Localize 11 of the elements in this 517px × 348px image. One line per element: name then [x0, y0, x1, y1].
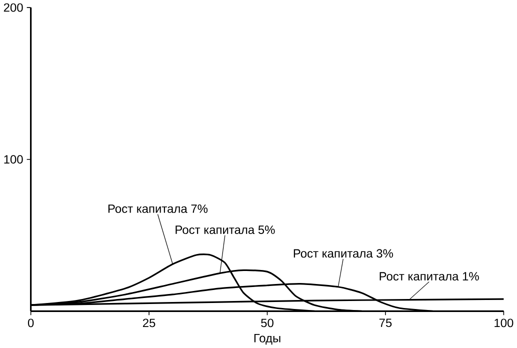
x-tick-label: 100	[494, 318, 514, 328]
text: Рост капитала 5%	[176, 226, 275, 234]
x-tick-label: 25	[142, 318, 156, 328]
x-tick-label: 0	[28, 318, 34, 328]
x-tick-label: 50	[261, 318, 274, 328]
text: Рост капитала 3%	[294, 249, 394, 258]
series-label: Рост капитала 1%	[380, 272, 479, 281]
x-tick-label: 75	[379, 318, 392, 328]
y-tick-label: 200	[4, 3, 23, 12]
text: Рост капитала 7%	[108, 204, 208, 213]
x-axis-title: Годы	[254, 334, 280, 345]
